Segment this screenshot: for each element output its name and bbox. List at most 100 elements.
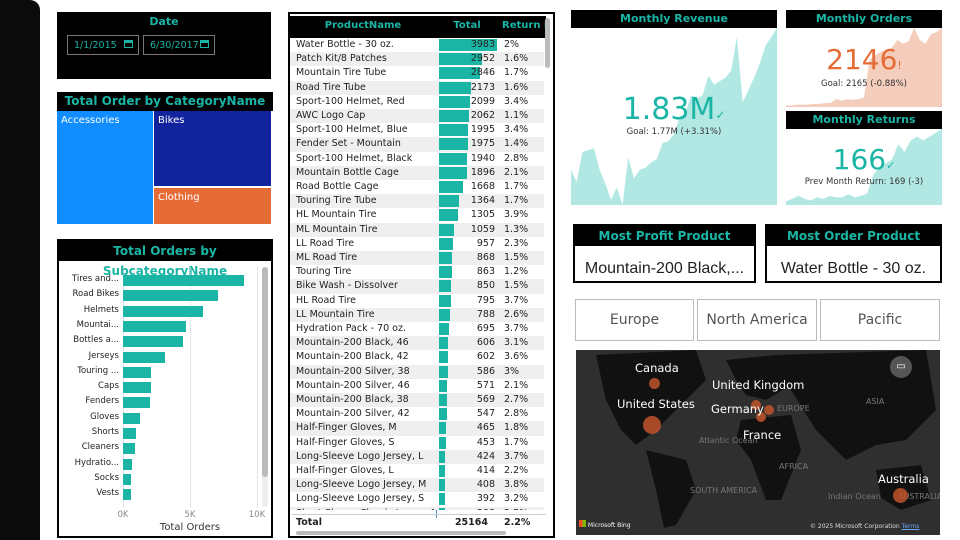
table-row[interactable]: ML Mountain Tire 1059 1.3% [290, 222, 544, 237]
table-row[interactable]: Road Bottle Cage 1668 1.7% [290, 180, 544, 195]
calendar-icon[interactable] [124, 40, 133, 48]
bar[interactable] [123, 305, 204, 317]
bar[interactable] [123, 397, 150, 409]
table-row[interactable]: HL Road Tire 795 3.7% [290, 293, 544, 308]
bubble-france[interactable] [756, 412, 766, 422]
column-header-return-rate[interactable]: Return R [498, 16, 546, 38]
bubble-united-kingdom[interactable] [751, 400, 761, 410]
bar[interactable] [123, 351, 165, 363]
tile-bikes[interactable]: Bikes [154, 111, 271, 186]
table-row[interactable]: Bike Wash - Dissolver 850 1.5% [290, 279, 544, 294]
bubble-united-states[interactable] [643, 416, 661, 434]
terms-link[interactable]: Terms [901, 523, 920, 530]
table-row[interactable]: Hydration Pack - 70 oz. 695 3.7% [290, 322, 544, 337]
end-date-input[interactable]: 6/30/2017 [143, 35, 215, 55]
table-row[interactable]: Long-Sleeve Logo Jersey, S 392 3.2% [290, 492, 544, 507]
product-name: LL Road Tire [296, 237, 355, 249]
table-row[interactable]: Mountain-200 Black, 42 602 3.6% [290, 350, 544, 365]
table-row[interactable]: AWC Logo Cap 2062 1.1% [290, 109, 544, 124]
table-row[interactable]: Half-Finger Gloves, L 414 2.2% [290, 464, 544, 479]
table-row[interactable]: Mountain Bottle Cage 1896 2.1% [290, 165, 544, 180]
table-row[interactable]: Touring Tire 863 1.2% [290, 265, 544, 280]
start-date-input[interactable]: 1/1/2015 [67, 35, 139, 55]
total-orders: 602 [476, 351, 495, 363]
table-row[interactable]: Touring Tire Tube 1364 1.7% [290, 194, 544, 209]
vertical-scrollbar[interactable] [545, 18, 550, 68]
table-row[interactable]: Patch Kit/8 Patches 2952 1.6% [290, 52, 544, 67]
table-row[interactable]: Mountain Tire Tube 2846 1.7% [290, 66, 544, 81]
table-row[interactable]: LL Mountain Tire 788 2.6% [290, 307, 544, 322]
calendar-icon[interactable] [200, 40, 209, 48]
table-row[interactable]: Long-Sleeve Logo Jersey, L 424 3.7% [290, 449, 544, 464]
region-button-north-america[interactable]: North America [697, 299, 817, 341]
table-row[interactable]: Mountain-200 Silver, 38 586 3% [290, 364, 544, 379]
x-tick-label: 5K [184, 510, 196, 520]
bar[interactable] [123, 473, 131, 485]
tile-accessories[interactable]: Accessories [57, 111, 153, 224]
scrollbar[interactable] [262, 267, 268, 507]
table-row[interactable]: Fender Set - Mountain 1975 1.4% [290, 137, 544, 152]
return-rate: 2.2% [504, 465, 529, 476]
table-row[interactable]: Mountain-200 Silver, 46 571 2.1% [290, 378, 544, 393]
bar[interactable] [123, 428, 136, 439]
data-bar [439, 266, 452, 279]
kpi-value: 1.83M✓ [622, 92, 726, 127]
bar[interactable] [123, 382, 151, 394]
bar[interactable] [123, 290, 219, 302]
y-category-label: Gloves [90, 411, 119, 422]
table-row[interactable]: Mountain-200 Black, 38 569 2.7% [290, 393, 544, 408]
total-orders: 25164 [454, 517, 488, 528]
table-row[interactable]: Sport-100 Helmet, Blue 1995 3.4% [290, 123, 544, 138]
tile-label: Accessories [61, 115, 120, 126]
y-category-label: Hydratio... [74, 457, 119, 468]
product-name: Touring Tire Tube [296, 195, 377, 207]
total-orders: 606 [476, 337, 495, 349]
bar[interactable] [123, 489, 131, 501]
table-row[interactable]: Half-Finger Gloves, S 453 1.7% [290, 435, 544, 450]
bar[interactable] [123, 443, 136, 455]
table-row[interactable]: Mountain-200 Silver, 42 547 2.8% [290, 407, 544, 422]
bar[interactable] [123, 336, 184, 348]
table-row[interactable]: Short-Sleeve Classic Jersey, S 388 2.5% [290, 506, 544, 510]
return-rate: 3.7% [504, 294, 529, 306]
bar[interactable] [123, 458, 133, 470]
data-bar [439, 394, 448, 406]
bar[interactable] [123, 412, 141, 424]
kpi-value: 166✓ [832, 143, 896, 176]
table-row[interactable]: Half-Finger Gloves, M 465 1.8% [290, 421, 544, 436]
column-header-total-orders[interactable]: Total Orders [436, 16, 498, 51]
bar[interactable] [123, 320, 186, 332]
table-row[interactable]: Road Tire Tube 2173 1.6% [290, 80, 544, 95]
total-orders: 2846 [470, 67, 495, 79]
table-row[interactable]: Sport-100 Helmet, Black 1940 2.8% [290, 151, 544, 166]
column-header-productname[interactable]: ProductName [290, 16, 436, 38]
table-row[interactable]: HL Mountain Tire 1305 3.9% [290, 208, 544, 223]
bubble-canada[interactable] [649, 378, 660, 389]
kpi-value: 2146! [826, 43, 902, 76]
card-title: Most Order Product [767, 226, 940, 246]
table-row[interactable]: Long-Sleeve Logo Jersey, M 408 3.8% [290, 478, 544, 493]
bar[interactable] [123, 275, 244, 286]
bubble-australia[interactable] [893, 488, 908, 503]
focus-mode-icon[interactable]: ▭ [890, 356, 912, 378]
table-row[interactable]: Sport-100 Helmet, Red 2099 3.4% [290, 94, 544, 109]
return-rate: 3.4% [504, 95, 529, 107]
tile-clothing[interactable]: Clothing [154, 188, 271, 224]
total-orders: 1940 [470, 152, 495, 164]
monthly-orders-card: Monthly Orders 2146! Goal: 2165 (-0.88%) [786, 10, 942, 107]
world-map[interactable]: ASIA EUROPE Atlantic Ocean AFRICA SOUTH … [576, 350, 940, 535]
check-icon: ✓ [715, 108, 726, 122]
horizontal-scrollbar[interactable] [296, 531, 506, 535]
table-row[interactable]: Water Bottle - 30 oz. 3983 2% [290, 38, 544, 53]
table-row[interactable]: LL Road Tire 957 2.3% [290, 236, 544, 251]
total-orders: 863 [476, 266, 495, 278]
table-row[interactable]: ML Road Tire 868 1.5% [290, 251, 544, 266]
region-button-pacific[interactable]: Pacific [820, 299, 940, 341]
bubble-germany[interactable] [764, 405, 774, 415]
bar[interactable] [123, 366, 152, 378]
return-rate: 1.8% [504, 422, 529, 434]
product-name: Sport-100 Helmet, Red [296, 95, 405, 107]
region-button-europe[interactable]: Europe [575, 299, 694, 341]
total-orders: 571 [476, 379, 495, 391]
table-row[interactable]: Mountain-200 Black, 46 606 3.1% [290, 336, 544, 351]
